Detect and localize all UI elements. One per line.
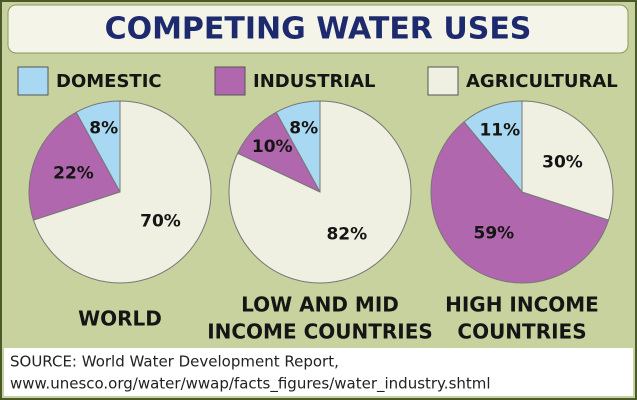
value-label: 22% — [53, 164, 94, 184]
value-label: 8% — [89, 119, 118, 139]
pie-label: LOW AND MID — [241, 293, 399, 317]
value-label: 11% — [479, 120, 520, 140]
source-text: SOURCE: World Water Development Report, — [10, 353, 339, 371]
legend-swatch — [214, 66, 246, 96]
legend-label: AGRICULTURAL — [466, 71, 618, 92]
value-label: 10% — [252, 137, 293, 157]
pie-slice — [32, 100, 212, 284]
pie-slice — [521, 100, 614, 221]
value-label: 59% — [474, 223, 515, 243]
value-label: 8% — [289, 119, 318, 139]
legend-label: DOMESTIC — [56, 71, 162, 92]
pie-slice — [28, 111, 121, 221]
pie-label: HIGH INCOME — [445, 293, 599, 317]
legend-label: INDUSTRIAL — [253, 71, 376, 92]
value-label: 30% — [542, 153, 583, 173]
pie-slice — [228, 100, 412, 284]
value-label: 82% — [326, 224, 367, 244]
source-text: www.unesco.org/water/wwap/facts_figures/… — [10, 375, 491, 394]
title-box — [7, 4, 629, 54]
chart-title: COMPETING WATER USES — [105, 12, 532, 47]
pie-slice — [430, 121, 610, 284]
pie-label: WORLD — [78, 307, 162, 331]
pie-label: COUNTRIES — [457, 320, 586, 344]
source-box — [4, 348, 633, 396]
pie-label: INCOME COUNTRIES — [207, 320, 433, 344]
legend-swatch — [17, 66, 49, 96]
value-label: 70% — [140, 211, 181, 231]
legend-swatch — [427, 66, 459, 96]
